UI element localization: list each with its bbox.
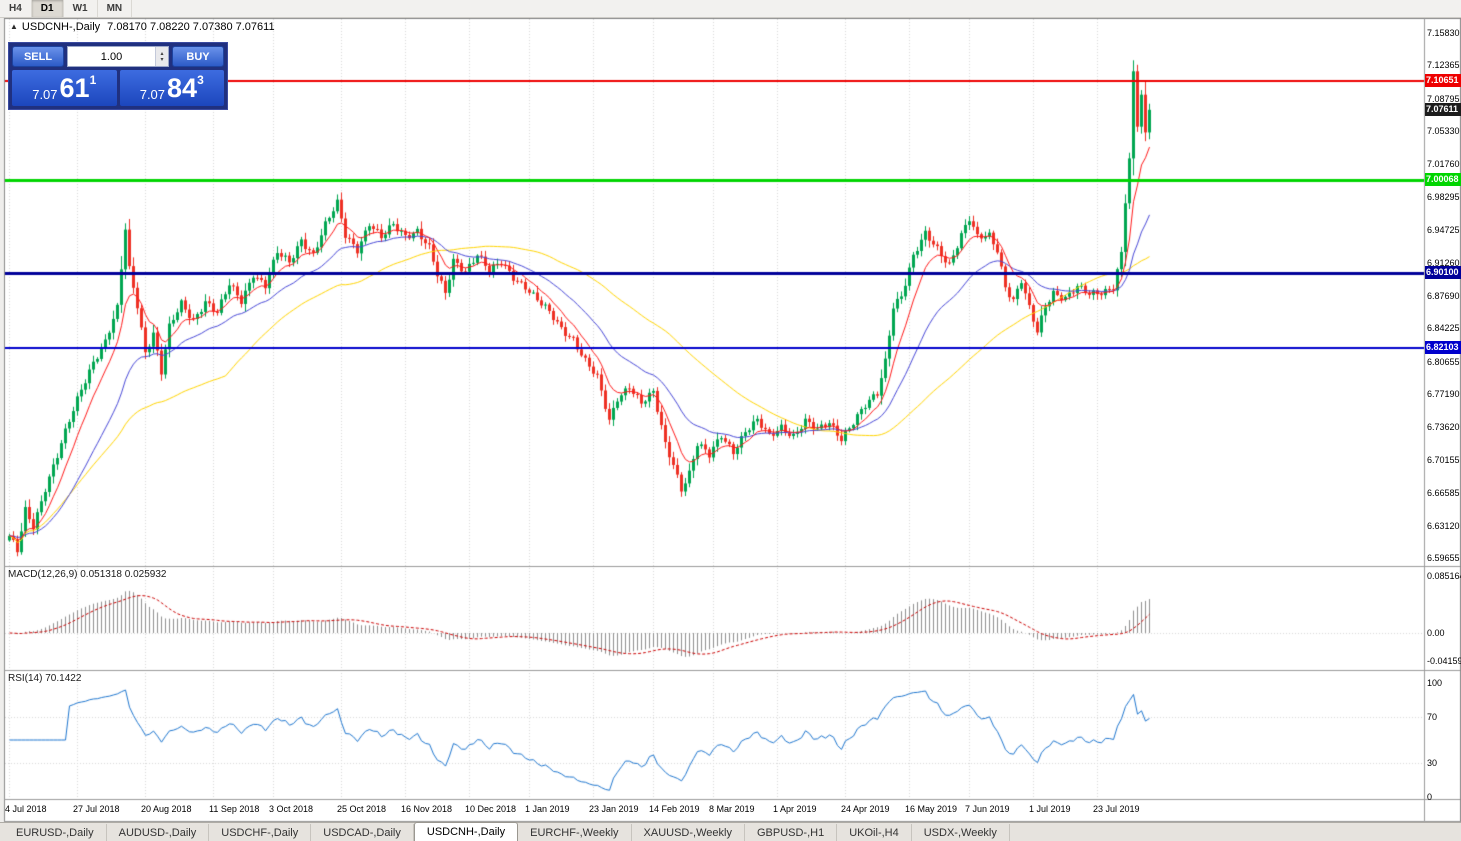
date-axis[interactable]: 4 Jul 2018 27 Jul 2018 20 Aug 2018 11 Sep 2…	[0, 799, 1424, 822]
timeframe-button-h4[interactable]: H4	[0, 0, 32, 17]
price-tick-label: 6.84225	[1427, 323, 1460, 333]
date-tick-label: 23 Jul 2019	[1093, 804, 1140, 814]
price-tick-label: 7.08795	[1427, 94, 1460, 104]
sell-button[interactable]: SELL	[12, 46, 64, 67]
date-tick-label: 7 Jun 2019	[965, 804, 1010, 814]
volume-value[interactable]: 1.00	[100, 50, 123, 63]
price-tick-label: 6.98295	[1427, 192, 1460, 202]
timeframe-button-d1[interactable]: D1	[31, 0, 64, 17]
sell-price-pipette: 1	[89, 73, 97, 87]
date-tick-label: 20 Aug 2018	[141, 804, 192, 814]
price-tick-label: 6.66585	[1427, 488, 1460, 498]
price-tick-label: 6.77190	[1427, 389, 1460, 399]
chart-tab-ukoil-h4[interactable]: UKOil-,H4	[837, 824, 912, 841]
date-tick-label: 1 Jul 2019	[1029, 804, 1071, 814]
date-tick-label: 25 Oct 2018	[337, 804, 387, 814]
date-tick-label: 24 Apr 2019	[841, 804, 890, 814]
date-tick-label: 1 Apr 2019	[773, 804, 817, 814]
price-tick-label: 6.91260	[1427, 258, 1460, 268]
date-tick-label: 8 Mar 2019	[709, 804, 755, 814]
buy-price-pipette: 3	[197, 73, 204, 87]
price-tick-label: 6.73620	[1427, 422, 1460, 432]
date-tick-label: 3 Oct 2018	[269, 804, 314, 814]
volume-down-icon[interactable]: ▾	[160, 56, 164, 63]
chart-tab-xauusd-weekly[interactable]: XAUUSD-,Weekly	[632, 824, 745, 841]
chart-tab-bar: EURUSD-,Daily AUDUSD-,Daily USDCHF-,Daily U…	[0, 822, 1461, 841]
date-tick-label: 23 Jan 2019	[589, 804, 639, 814]
sell-price-big-figure: 7.07	[32, 87, 58, 102]
sell-price-pips: 61	[59, 72, 90, 103]
rsi-tick-label: 70	[1427, 712, 1438, 722]
date-tick-label: 11 Sep 2018	[209, 804, 260, 814]
chart-tab-usdcad-daily[interactable]: USDCAD-,Daily	[311, 824, 414, 841]
buy-price-pips: 84	[167, 72, 198, 103]
macd-tick-label: 0.085164	[1427, 571, 1461, 581]
rsi-tick-label: 30	[1427, 758, 1438, 768]
rsi-tick-label: 0	[1427, 792, 1433, 802]
buy-button[interactable]: BUY	[172, 46, 224, 67]
macd-tick-label: 0.00	[1427, 628, 1445, 638]
chart-title-symbol: USDCNH-,Daily	[21, 21, 101, 33]
price-axis[interactable]: 7.15830 7.12365 7.08795 7.05330 7.01760 6.982…	[1425, 18, 1461, 822]
price-tick-label: 6.87690	[1427, 291, 1460, 301]
date-tick-label: 16 Nov 2018	[401, 804, 453, 814]
price-tick-label: 6.94725	[1427, 225, 1460, 235]
price-tick-label: 7.15830	[1427, 28, 1460, 38]
price-tick-label: 7.01760	[1427, 159, 1460, 169]
sell-price-button[interactable]: 7.07 61 1	[12, 70, 117, 106]
volume-spinner[interactable]: ▴ ▾	[155, 47, 168, 66]
current-price-tag: 7.07611	[1425, 103, 1461, 116]
hline-price-tag: 6.82103	[1425, 341, 1461, 354]
chart-tab-usdcnh-daily[interactable]: USDCNH-,Daily	[413, 822, 519, 841]
volume-field[interactable]: 1.00 ▴ ▾	[67, 46, 169, 67]
rsi-indicator-label: RSI(14) 70.1422	[8, 673, 82, 684]
timeframe-toolbar: H4 D1 W1 MN	[0, 0, 1461, 18]
chart-tab-usdchf-daily[interactable]: USDCHF-,Daily	[209, 824, 312, 841]
macd-tick-label: -0.04159	[1427, 656, 1461, 666]
price-tick-label: 6.70155	[1427, 455, 1460, 465]
date-tick-label: 10 Dec 2018	[465, 804, 517, 814]
chart-title: ▲ USDCNH-,Daily 7.08170 7.08220 7.07380 7.…	[10, 21, 275, 33]
date-tick-label: 1 Jan 2019	[525, 804, 570, 814]
timeframe-button-w1[interactable]: W1	[64, 0, 98, 17]
oneclick-collapse-icon[interactable]: ▲	[10, 22, 18, 31]
hline-price-tag: 7.10651	[1425, 74, 1461, 87]
hline-price-tag: 7.00068	[1425, 173, 1461, 186]
chart-title-ohlc: 7.08170 7.08220 7.07380 7.07611	[107, 21, 275, 33]
price-tick-label: 6.63120	[1427, 521, 1460, 531]
volume-up-icon[interactable]: ▴	[160, 50, 164, 57]
chart-tab-audusd-daily[interactable]: AUDUSD-,Daily	[107, 824, 210, 841]
price-tick-label: 7.12365	[1427, 60, 1460, 70]
one-click-trading-panel: SELL 1.00 ▴ ▾ BUY 7.07 61 1 7.07 84 3	[8, 42, 228, 110]
buy-price-button[interactable]: 7.07 84 3	[119, 70, 224, 106]
chart-tab-eurchf-weekly[interactable]: EURCHF-,Weekly	[518, 824, 632, 841]
date-tick-label: 14 Feb 2019	[649, 804, 700, 814]
price-tick-label: 6.59655	[1427, 553, 1460, 563]
macd-indicator-label: MACD(12,26,9) 0.051318 0.025932	[8, 569, 167, 580]
chart-tab-gbpusd-h1[interactable]: GBPUSD-,H1	[745, 824, 838, 841]
hline-price-tag: 6.90100	[1425, 266, 1461, 279]
date-tick-label: 27 Jul 2018	[73, 804, 120, 814]
chart-tab-usdx-weekly[interactable]: USDX-,Weekly	[912, 824, 1010, 841]
price-tick-label: 7.05330	[1427, 126, 1460, 136]
date-tick-label: 4 Jul 2018	[5, 804, 47, 814]
date-tick-label: 16 May 2019	[905, 804, 958, 814]
rsi-tick-label: 100	[1427, 678, 1443, 688]
timeframe-button-mn[interactable]: MN	[98, 0, 133, 17]
price-tick-label: 6.80655	[1427, 357, 1460, 367]
buy-price-big-figure: 7.07	[139, 87, 166, 102]
chart-tab-eurusd-daily[interactable]: EURUSD-,Daily	[4, 824, 107, 841]
